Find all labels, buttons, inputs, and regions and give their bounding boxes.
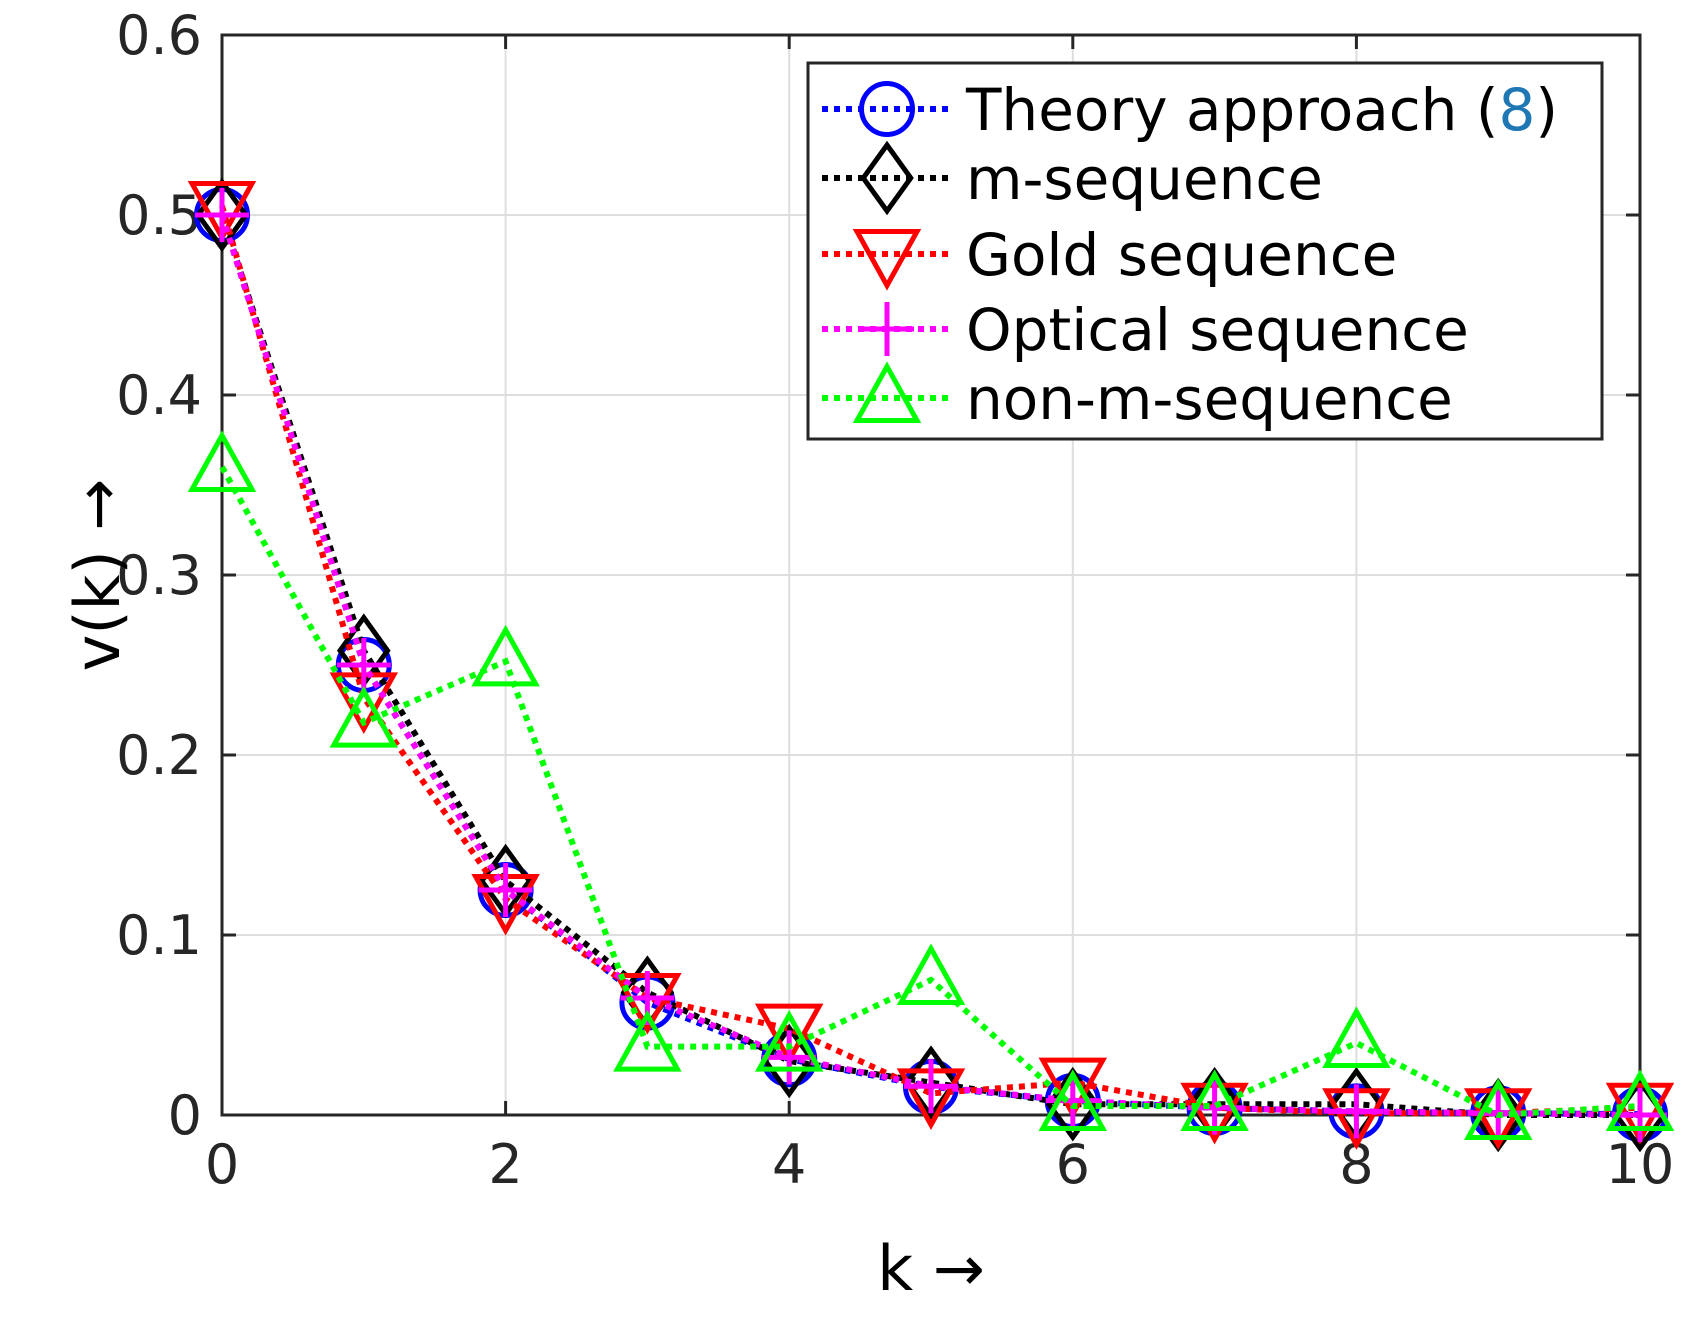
y-tick-label: 0.3: [116, 544, 202, 607]
data-point-triangle-up: [754, 1009, 824, 1072]
data-point-triangle-up: [613, 1009, 682, 1072]
x-tick-label: 6: [1056, 1133, 1090, 1196]
legend-label-prefix: Theory approach (: [965, 76, 1498, 144]
data-point-plus: [1045, 1073, 1100, 1128]
data-point-triangle-down: [754, 1003, 824, 1066]
data-point-triangle-up: [1038, 1069, 1108, 1131]
series-group: [187, 177, 1675, 1153]
data-point-diamond: [762, 1023, 817, 1099]
legend-entry: Gold sequence: [822, 221, 1397, 291]
x-tick-label: 4: [772, 1133, 806, 1196]
data-point-plus: [1329, 1084, 1384, 1139]
data-point-triangle-down: [187, 181, 257, 243]
data-point-plus: [762, 1030, 817, 1085]
legend-label: Theory approach (8): [965, 76, 1558, 144]
legend-entry: Theory approach (8): [822, 76, 1558, 144]
legend-entry: Optical sequence: [822, 296, 1469, 364]
data-point-triangle-up: [1463, 1078, 1533, 1140]
y-tick-label: 0.4: [116, 364, 202, 427]
y-tick-label: 0.1: [116, 904, 202, 967]
data-point-triangle-down: [852, 229, 922, 291]
data-point-triangle-up: [852, 361, 922, 423]
data-point-triangle-up: [1605, 1069, 1675, 1131]
legend-entry: non-m-sequence: [822, 361, 1453, 433]
data-point-plus: [336, 638, 391, 692]
x-axis-label: k →: [877, 1232, 985, 1305]
data-point-triangle-up: [187, 430, 257, 492]
legend-label: m-sequence: [966, 145, 1323, 213]
legend-label-reference: 8: [1498, 76, 1535, 144]
data-point-plus: [1613, 1088, 1667, 1142]
data-point-triangle-up: [896, 943, 966, 1005]
series-triangle-up: [187, 430, 1675, 1140]
legend-label: Gold sequence: [966, 221, 1397, 289]
data-point-circle: [859, 81, 915, 137]
y-axis-label: v(k) →: [61, 479, 134, 672]
legend-label: non-m-sequence: [966, 365, 1453, 433]
data-point-triangle-up: [1180, 1069, 1249, 1131]
data-point-plus: [478, 863, 533, 917]
y-tick-label: 0.5: [116, 184, 202, 247]
y-tick-label: 0.6: [116, 4, 202, 67]
x-tick-label: 2: [488, 1133, 522, 1196]
y-tick-label: 0.2: [116, 724, 202, 787]
data-point-plus: [195, 188, 249, 242]
series-line: [219, 205, 1641, 1117]
data-point-triangle-up: [329, 685, 399, 748]
data-point-plus: [860, 302, 914, 356]
data-point-diamond: [860, 140, 914, 216]
y-tick-label: 0: [168, 1084, 202, 1147]
data-point-plus: [904, 1059, 958, 1114]
data-point-triangle-up: [471, 624, 540, 687]
data-point-triangle-down: [1038, 1057, 1108, 1120]
legend-box: [806, 61, 1604, 441]
legend-entry: m-sequence: [822, 140, 1323, 216]
series-line: [219, 465, 1641, 1119]
series-line: [219, 214, 1640, 1118]
legend-label-suffix: ): [1535, 76, 1558, 144]
legend-label: Optical sequence: [966, 296, 1469, 364]
x-tick-label: 0: [205, 1133, 239, 1196]
data-point-triangle-up: [1322, 1006, 1391, 1068]
